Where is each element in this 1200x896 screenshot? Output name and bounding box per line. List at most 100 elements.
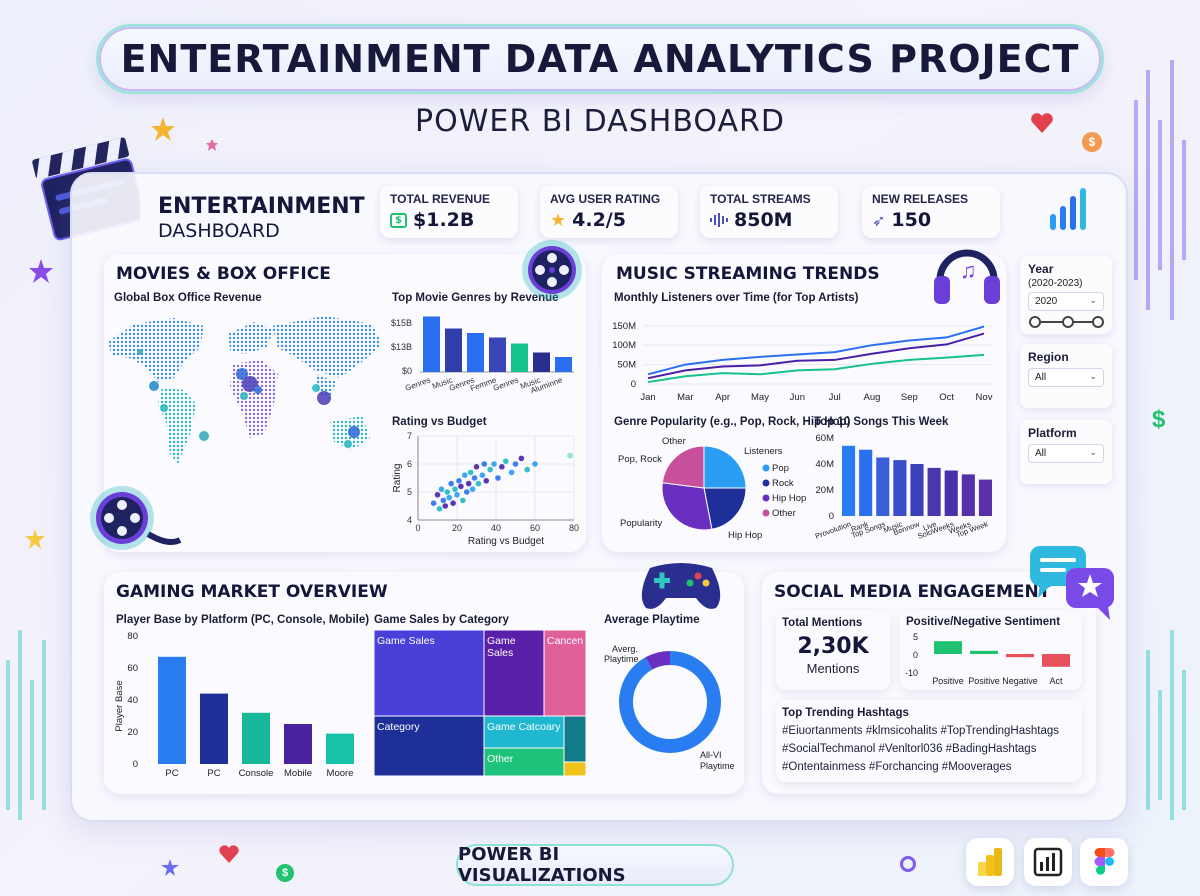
bar — [961, 474, 975, 516]
scatter-point — [456, 478, 462, 484]
treemap-cell — [483, 747, 565, 777]
scatter-point — [454, 492, 460, 498]
analytics-app-icon[interactable] — [1024, 838, 1072, 886]
platform-dropdown[interactable]: All ⌄ — [1028, 444, 1104, 463]
scatter-point — [495, 475, 501, 481]
x-tick-label: Positive — [932, 676, 964, 686]
x-tick-label: May — [751, 392, 769, 403]
x-tick-label: Jun — [790, 392, 805, 403]
year-dropdown[interactable]: 2020 ⌄ — [1028, 292, 1104, 311]
chevron-down-icon: ⌄ — [1089, 295, 1097, 305]
y-tick-label: 6 — [407, 459, 412, 469]
world-map[interactable] — [104, 304, 388, 474]
scatter-point — [518, 455, 525, 462]
x-tick-label: Live — [922, 519, 938, 532]
star-icon: ★ — [550, 209, 567, 231]
y-tick-label: 7 — [407, 431, 412, 441]
scatter-point — [442, 503, 449, 509]
rocket-icon: ➶ — [872, 210, 886, 230]
series-line — [647, 353, 985, 384]
player-base-chart-title: Player Base by Platform (PC, Console, Mo… — [116, 614, 370, 626]
donut-segment — [645, 651, 671, 670]
legend-swatch — [762, 494, 770, 502]
treemap-cell — [543, 630, 586, 717]
scatter-point — [462, 472, 468, 478]
x-axis-label: Rating vs Budget — [468, 536, 544, 546]
coin-icon: $ — [1082, 132, 1102, 152]
y-tick-label: 150M — [612, 321, 636, 332]
hashtag-line[interactable]: #Ontentainmess #Forchancing #Mooverages — [782, 761, 1012, 773]
y-tick-label: 50M — [618, 360, 637, 371]
rating-budget-scatter[interactable]: 0 20 40 60 80 4 5 6 7 Rating vs Budget Rating — [390, 428, 582, 546]
listeners-line-chart[interactable]: 150M 100M 50M 0 Jan Mar Apr May Jun Jul Aug Sep Oct N… — [608, 312, 998, 404]
series-line — [647, 332, 985, 380]
bar — [842, 445, 856, 516]
bar — [910, 464, 924, 516]
scatter-point — [446, 494, 452, 501]
year-slider-handle-mid[interactable] — [1062, 316, 1074, 328]
scatter-point — [465, 480, 472, 487]
scatter-point — [532, 461, 538, 467]
x-tick-label: Aug — [864, 392, 881, 403]
year-slider-handle-min[interactable] — [1029, 316, 1041, 328]
kpi-card-rating: AVG USER RATING ★ 4.2/5 — [540, 186, 678, 238]
pie-slice — [703, 487, 747, 530]
scatter-point — [567, 452, 574, 459]
sentiment-card — [900, 610, 1082, 690]
region-dropdown-value: All — [1035, 372, 1047, 383]
power-bi-icon[interactable] — [966, 838, 1014, 886]
scatter-point — [434, 492, 441, 498]
pie-label: Pop, Rock — [618, 454, 662, 465]
hashtag-line[interactable]: #SocialTechmanol #Venltorl036 #BadingHas… — [782, 743, 1037, 755]
year-slider-handle-max[interactable] — [1092, 316, 1104, 328]
scatter-point — [450, 500, 456, 506]
scatter-point — [430, 500, 437, 506]
y-tick-label: 20 — [127, 727, 138, 738]
bar — [511, 343, 528, 372]
figma-icon[interactable] — [1080, 838, 1128, 886]
scatter-point — [438, 486, 445, 492]
x-tick-label: Moore — [327, 768, 354, 779]
y-tick-label: 0 — [631, 379, 636, 390]
bar — [970, 650, 998, 654]
y-tick-label: 0 — [913, 650, 918, 660]
y-tick-label: 40M — [816, 459, 835, 470]
scatter-point — [483, 478, 490, 484]
region-dropdown[interactable]: All ⌄ — [1028, 368, 1104, 387]
scatter-point — [479, 472, 486, 478]
sentiment-chart-title: Positive/Negative Sentiment — [906, 616, 1061, 628]
x-tick-label: Act — [1049, 676, 1063, 686]
pie-slice — [661, 482, 713, 531]
x-tick-label: 20 — [452, 523, 462, 533]
scatter-point — [471, 475, 478, 481]
kpi-card-streams: TOTAL STREAMS 850M — [700, 186, 838, 238]
film-reel-icon — [90, 486, 182, 550]
player-base-bar-chart[interactable]: 80 60 40 20 0 PC PC Console Mobile Moore Player Ba… — [110, 626, 366, 782]
treemap-cell — [374, 715, 485, 777]
scatter-point — [436, 506, 443, 512]
y-tick-label: 60M — [816, 433, 835, 444]
x-tick-label: Mar — [677, 392, 693, 403]
hashtag-line[interactable]: #Eiuortanments #klmsicohalits #TopTrendi… — [782, 725, 1059, 737]
sound-wave-icon — [710, 213, 728, 227]
y-tick-label: 20M — [816, 485, 835, 496]
headphones-icon: ♫ — [934, 249, 1000, 304]
x-tick-label: Console — [239, 768, 274, 779]
star-icon — [206, 139, 218, 151]
dashboard-title: ENTERTAINMENT — [158, 194, 365, 219]
scatter-point — [444, 489, 451, 495]
bar — [934, 641, 962, 654]
pie-label: Listeners — [744, 446, 783, 457]
scatter-point — [502, 458, 509, 464]
y-tick-label: 100M — [612, 340, 636, 351]
scatter-point — [473, 464, 480, 470]
x-tick-label: Jul — [829, 392, 841, 403]
pie-label: Other — [662, 436, 686, 447]
legend-swatch — [762, 479, 770, 487]
